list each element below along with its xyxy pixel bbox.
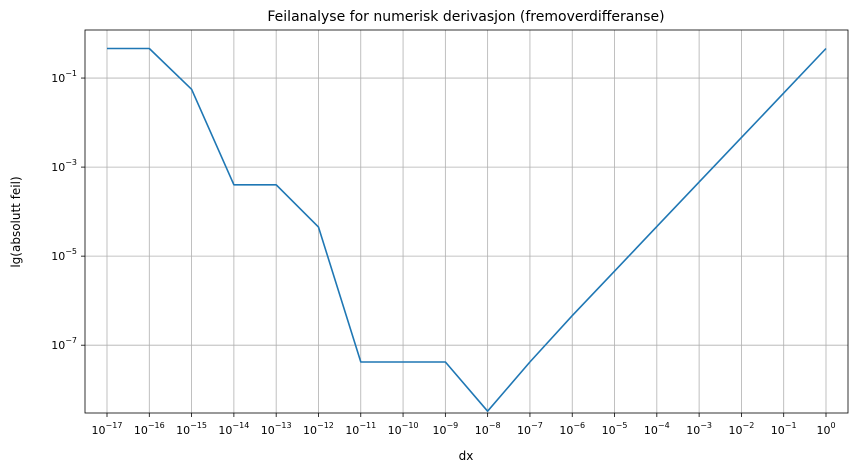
y-tick-label: 10−3: [51, 158, 77, 174]
x-tick-label: 10−9: [432, 421, 458, 437]
x-tick-label: 100: [816, 421, 835, 437]
x-tick-label: 10−15: [176, 421, 207, 437]
plot-frame: [84, 29, 849, 414]
x-tick-label: 10−16: [134, 421, 165, 437]
chart-title: Feilanalyse for numerisk derivasjon (fre…: [267, 9, 664, 25]
x-tick-label: 10−7: [517, 421, 543, 437]
x-axis-label: dx: [459, 449, 474, 463]
x-tick-label: 10−3: [686, 421, 712, 437]
data-series: [106, 47, 827, 413]
series-line: [107, 47, 827, 413]
x-tick-label: 10−6: [559, 421, 585, 437]
y-axis-label: lg(absolutt feil): [9, 176, 23, 267]
x-tick-label: 10−17: [92, 421, 123, 437]
grid-lines: [85, 30, 848, 413]
y-tick-label: 10−1: [51, 69, 77, 85]
x-tick-label: 10−4: [644, 421, 670, 437]
x-tick-label: 10−14: [218, 421, 249, 437]
y-tick-label: 10−7: [51, 336, 77, 352]
y-tick-label: 10−5: [51, 247, 77, 263]
x-tick-label: 10−8: [475, 421, 501, 437]
axis-ticks: 10−17 10−16 10−15 10−14 10−13 10−12 10−11 10−10…: [51, 69, 835, 437]
x-tick-label: 10−5: [602, 421, 628, 437]
x-tick-label: 10−11: [345, 421, 376, 437]
x-tick-label: 10−1: [771, 421, 797, 437]
x-tick-label: 10−13: [261, 421, 292, 437]
x-tick-label: 10−2: [729, 421, 755, 437]
x-tick-label: 10−10: [388, 421, 419, 437]
x-tick-label: 10−12: [303, 421, 334, 437]
